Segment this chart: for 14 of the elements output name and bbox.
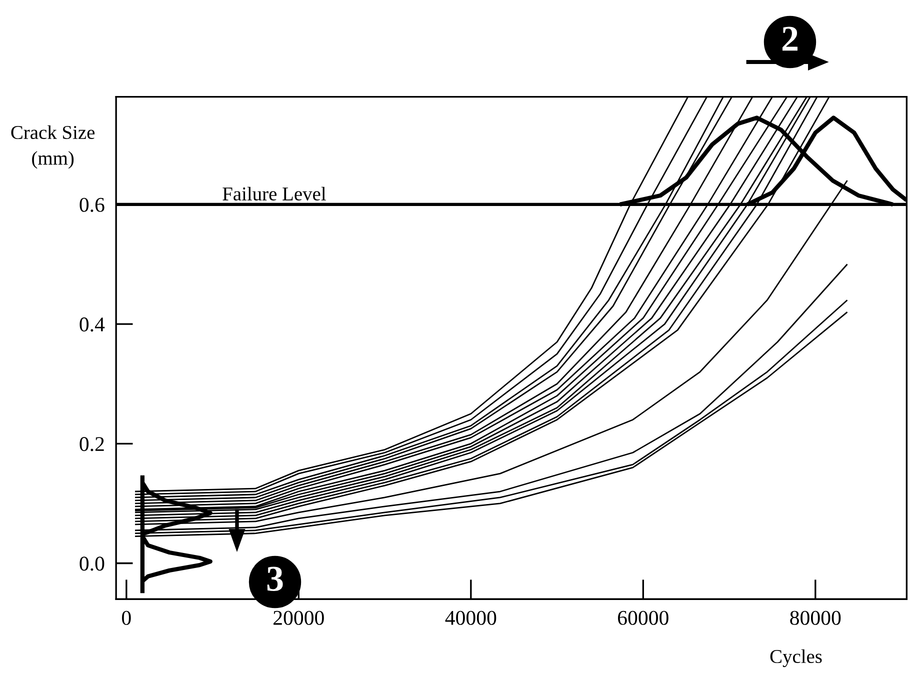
y-tick-label: 0.6: [80, 198, 104, 212]
x-tick-label: 60000: [618, 610, 668, 625]
x-tick-label: 0: [122, 610, 131, 625]
y-tick-label: 0.4: [80, 317, 105, 332]
text: 2: [782, 26, 798, 51]
y-tick-label: 0.2: [80, 437, 104, 452]
x-tick-label: 80000: [790, 610, 841, 625]
x-tick-label: 40000: [445, 610, 496, 625]
annotation: 3: [267, 566, 283, 592]
x-axis-title: Cycles: [770, 649, 822, 668]
x-tick-label: 20000: [274, 610, 324, 625]
y-axis-title: Crack Size (mm): [11, 125, 95, 169]
ref-line-label: Failure Level: [222, 186, 326, 201]
y-tick-label: 0.0: [80, 556, 104, 571]
